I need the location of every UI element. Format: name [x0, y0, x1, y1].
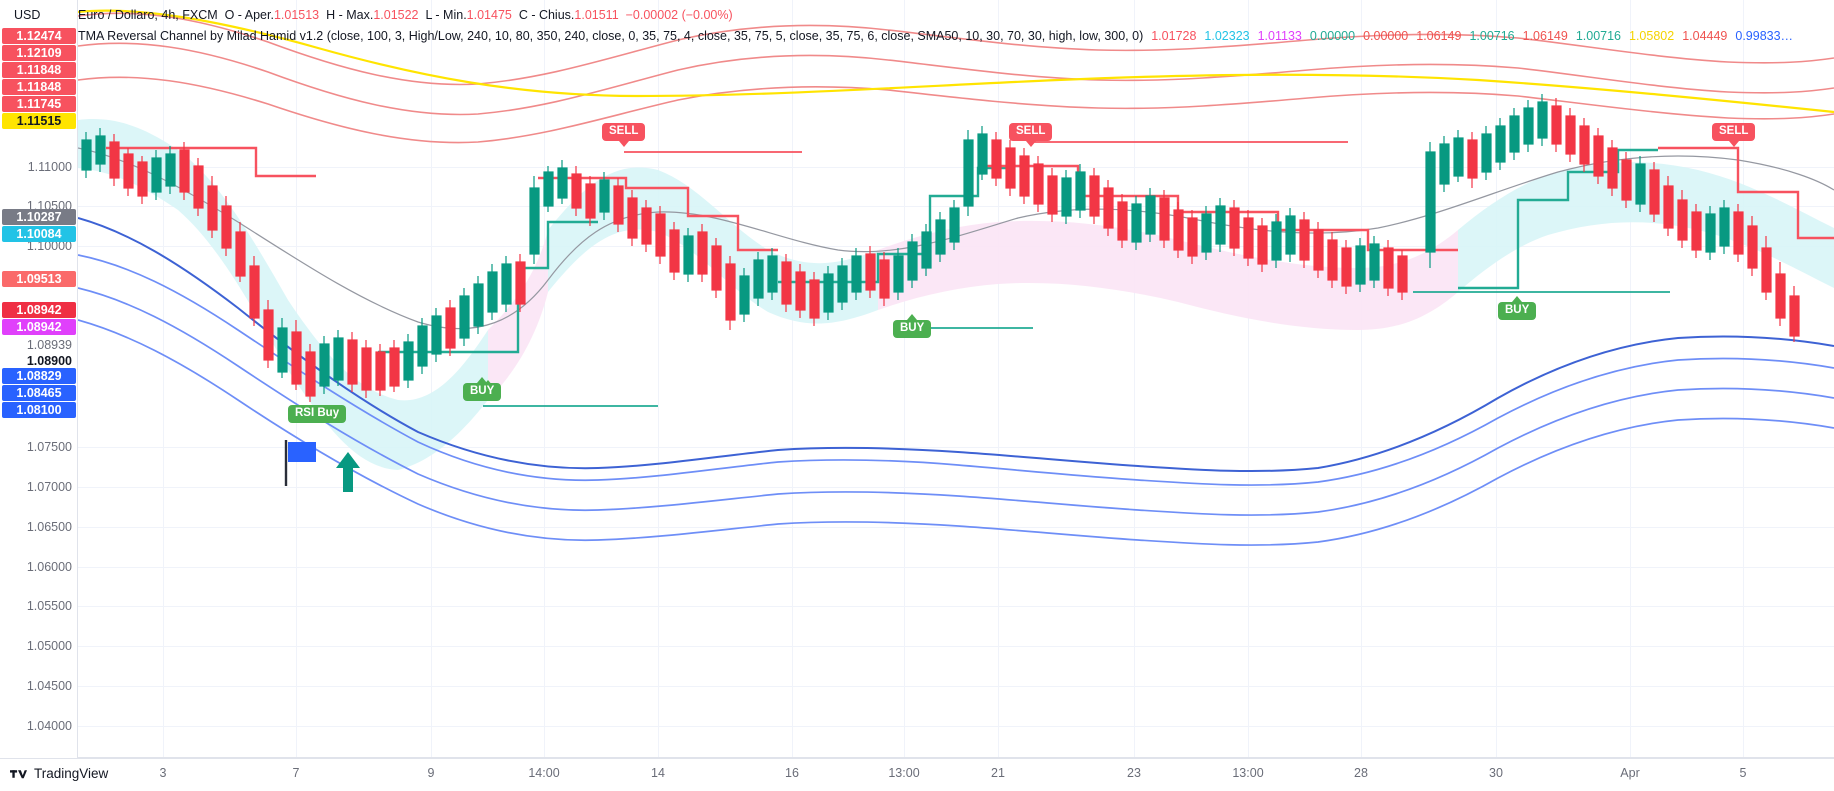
currency-label: USD [14, 8, 41, 22]
signal-tag-sell-1[interactable]: SELL [602, 123, 646, 147]
time-tick: 9 [427, 766, 435, 780]
trend-step-red-2 [538, 176, 778, 252]
price-tick: 1.06000 [26, 560, 72, 574]
trend-step-red-4 [1658, 146, 1834, 240]
price-label-close[interactable]: 1.10287 [2, 209, 76, 225]
price-tick: 1.04500 [26, 679, 72, 693]
rsi-flag-marker [284, 440, 316, 486]
price-tick: 1.06500 [26, 520, 72, 534]
tma-lower-line-1 [78, 254, 1834, 486]
time-tick: 13:00 [1232, 766, 1264, 780]
time-tick: 23 [1127, 766, 1141, 780]
price-label-indicator[interactable]: 1.11848 [2, 79, 76, 95]
price-label-indicator[interactable]: 1.08942 [2, 302, 76, 318]
time-tick: 14 [651, 766, 665, 780]
signal-tag-buy-1[interactable]: BUY [463, 377, 502, 401]
price-scale[interactable]: 1.11000 1.10500 1.10000 1.08939 1.08900 … [0, 0, 78, 758]
price-tick: 1.07000 [26, 480, 72, 494]
price-tick: 1.05000 [26, 639, 72, 653]
tma-upper-line-3 [78, 76, 1834, 144]
tradingview-branding[interactable]: TradingView [10, 766, 108, 781]
trend-step-green-1 [378, 220, 598, 354]
price-tick: 1.07500 [26, 440, 72, 454]
price-scale-divider [77, 0, 78, 758]
tradingview-logo-text: TradingView [34, 766, 109, 781]
signal-tag-buy-2[interactable]: BUY [893, 314, 932, 338]
time-tick: 3 [159, 766, 167, 780]
price-label-indicator[interactable]: 1.08829 [2, 368, 76, 384]
chart-series-layer [78, 9, 1834, 546]
tma-band-cyan-3 [1458, 162, 1834, 292]
price-tick: 1.05500 [26, 599, 72, 613]
price-label-indicator[interactable]: 1.09513 [2, 271, 76, 287]
plot-bottom-axis [78, 757, 1834, 758]
tma-upper-line-1 [78, 12, 1834, 86]
tma-band-cyan-1 [78, 119, 488, 470]
signal-tag-rsi-buy[interactable]: RSI Buy [288, 405, 347, 423]
trend-step-red-1 [106, 146, 316, 178]
price-label-sma[interactable]: 1.11515 [2, 113, 76, 129]
time-tick: 21 [991, 766, 1005, 780]
price-label-indicator[interactable]: 1.11848 [2, 62, 76, 78]
tma-lower-line-3 [78, 319, 1834, 546]
time-tick: 16 [785, 766, 799, 780]
price-tick: 1.04000 [26, 719, 72, 733]
signal-tag-sell-3[interactable]: SELL [1712, 123, 1756, 147]
price-tick: 1.11000 [27, 160, 72, 174]
price-label-indicator[interactable]: 1.08465 [2, 385, 76, 401]
tma-lower-line-4 [78, 217, 1834, 473]
price-label-indicator[interactable]: 1.12474 [2, 28, 76, 44]
time-tick: 7 [292, 766, 300, 780]
time-tick: 13:00 [888, 766, 920, 780]
time-tick: Apr [1620, 766, 1640, 780]
price-tick: 1.10000 [26, 239, 72, 253]
tradingview-logo-icon [10, 769, 27, 778]
buy-arrow-up-icon [336, 452, 360, 492]
time-tick: 5 [1739, 766, 1747, 780]
price-label-indicator[interactable]: 1.12109 [2, 45, 76, 61]
chart-plot-area[interactable]: SELL SELL SELL BUY BUY BUY RSI Buy [78, 0, 1834, 758]
signal-tag-sell-2[interactable]: SELL [1009, 123, 1053, 147]
sma50-yellow-line [78, 9, 1834, 114]
time-scale[interactable]: 3 7 9 14:00 14 16 13:00 21 23 13:00 28 3… [0, 758, 1834, 791]
price-label-indicator[interactable]: 1.10084 [2, 226, 76, 242]
signal-tag-buy-3[interactable]: BUY [1498, 296, 1537, 320]
tma-lower-line-2 [78, 287, 1834, 516]
price-tick: 1.08900 [26, 354, 72, 368]
price-label-indicator[interactable]: 1.11745 [2, 96, 76, 112]
time-tick: 28 [1354, 766, 1368, 780]
time-tick: 14:00 [528, 766, 560, 780]
time-tick: 30 [1489, 766, 1503, 780]
price-tick: 1.08939 [26, 338, 72, 352]
price-label-indicator[interactable]: 1.08942 [2, 319, 76, 335]
tma-band-pink-2 [878, 220, 1458, 330]
candlestick-series [81, 94, 1800, 402]
price-label-indicator[interactable]: 1.08100 [2, 402, 76, 418]
tma-upper-line-2 [78, 42, 1834, 116]
trend-step-green-3 [1458, 148, 1658, 290]
